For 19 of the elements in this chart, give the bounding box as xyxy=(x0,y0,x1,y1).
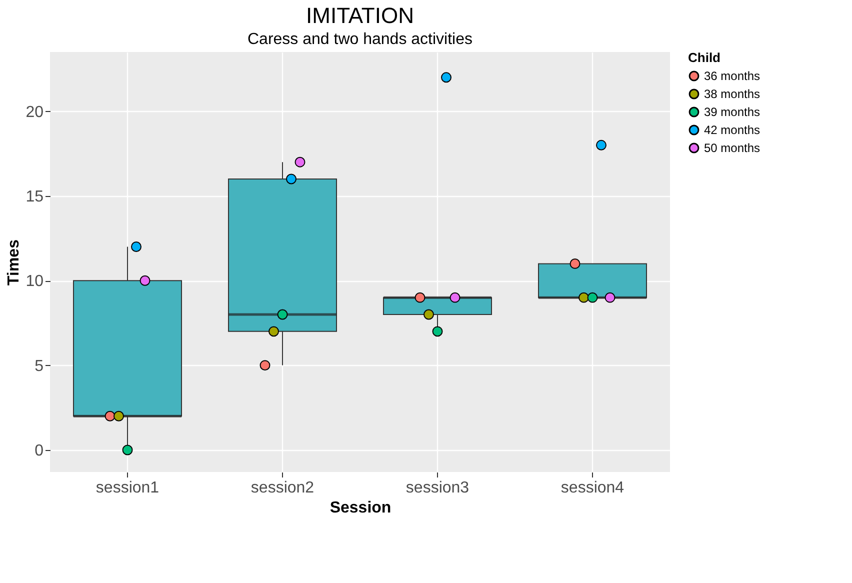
chart-subtitle: Caress and two hands activities xyxy=(248,31,472,48)
legend-label: 39 months xyxy=(704,105,760,119)
y-tick-label: 0 xyxy=(34,442,44,460)
y-tick-label: 15 xyxy=(26,188,44,206)
y-tick-label: 20 xyxy=(26,104,44,121)
x-tick-label: session3 xyxy=(406,480,470,496)
chart-title: IMITATION xyxy=(306,3,414,28)
legend-label: 42 months xyxy=(704,123,760,137)
x-tick-label: session4 xyxy=(560,480,624,496)
y-tick-label: 5 xyxy=(34,358,44,375)
x-tick-label: session1 xyxy=(96,480,160,496)
y-tick-label: 10 xyxy=(26,273,44,290)
legend-label: 50 months xyxy=(704,141,760,155)
legend-label: 36 months xyxy=(704,69,760,83)
legend-title: Child xyxy=(688,50,721,65)
x-axis-title: Session xyxy=(330,500,392,516)
x-tick-label: session2 xyxy=(250,480,314,496)
legend-label: 38 months xyxy=(704,87,760,101)
y-axis-title: Times xyxy=(6,239,23,286)
